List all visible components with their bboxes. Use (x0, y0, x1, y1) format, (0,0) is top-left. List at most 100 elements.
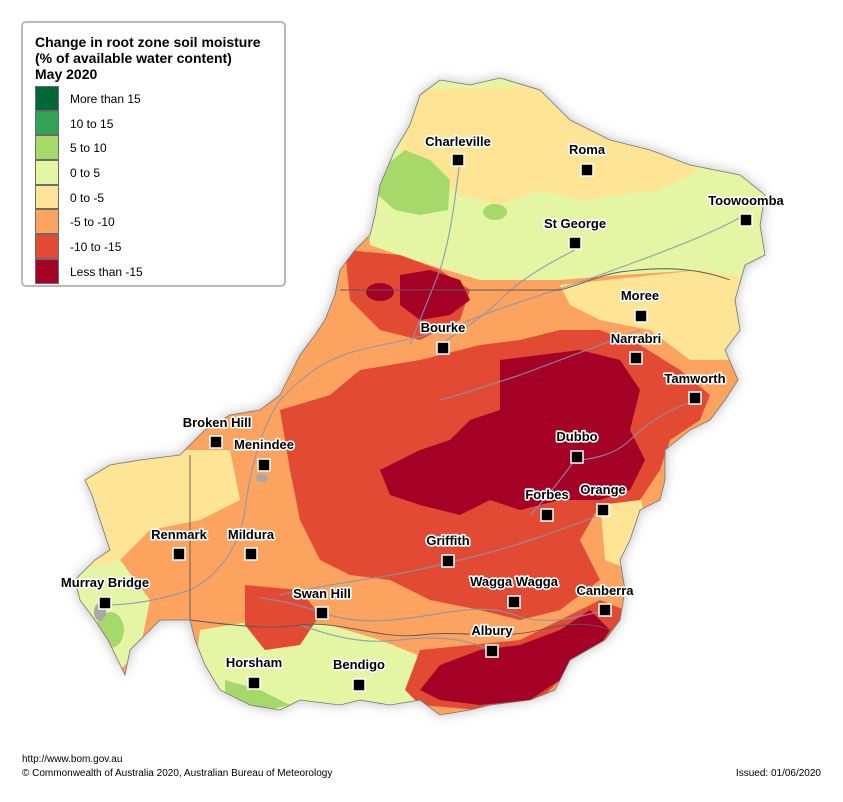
zone-less-than-minus15-albury (420, 610, 610, 705)
town-canberra: Canberra (575, 581, 636, 617)
town-marker (596, 503, 610, 517)
town-marker (629, 351, 643, 365)
footer-copyright: © Commonwealth of Australia 2020, Austra… (22, 768, 333, 779)
town-label: Swan Hill (293, 586, 351, 601)
town-marker (257, 458, 271, 472)
town-label: Bourke (421, 320, 466, 335)
legend-label: -10 to -15 (70, 240, 122, 255)
legend-label: 0 to 5 (70, 166, 101, 181)
town-label: Mildura (228, 527, 275, 542)
town-bourke: Bourke (419, 318, 467, 355)
legend-swatch (35, 258, 59, 284)
town-label: Charleville (425, 134, 491, 149)
town-orange: Orange (579, 480, 627, 517)
footer-url: http://www.bom.gov.au (22, 754, 123, 765)
town-moree: Moree (619, 286, 661, 323)
town-toowoomba: Toowoomba (707, 191, 786, 227)
town-marker (739, 213, 753, 227)
town-marker (568, 236, 582, 250)
town-label: Broken Hill (183, 415, 252, 430)
town-horsham: Horsham (224, 653, 284, 690)
legend-label: More than 15 (70, 92, 141, 106)
state-borders (189, 268, 731, 637)
town-label: Dubbo (556, 429, 597, 444)
town-tamworth: Tamworth (663, 369, 727, 405)
towns-layer: Charleville Roma Toowoomba St George Moree Bo… (59, 132, 786, 692)
town-marker (598, 603, 612, 617)
legend-swatch (35, 135, 59, 161)
town-griffith: Griffith (425, 531, 471, 568)
town-label: Griffith (426, 533, 469, 548)
zone-0-to-minus5-north (400, 85, 700, 205)
zone-less-than-minus15-bourke (400, 270, 470, 320)
town-dubbo: Dubbo (555, 427, 599, 464)
town-mildura: Mildura (226, 525, 276, 561)
legend-swatch (35, 209, 59, 235)
town-label: Toowoomba (708, 193, 784, 208)
legend-label: -5 to -10 (70, 215, 115, 230)
zone-minus10-to-minus15-southwest (245, 585, 320, 650)
town-swan-hill: Swan Hill (292, 584, 352, 620)
legend-label: 0 to -5 (70, 190, 105, 205)
town-label: Albury (471, 623, 513, 638)
town-marker (570, 450, 584, 464)
legend-swatch (35, 110, 59, 136)
town-label: Bendigo (333, 657, 385, 672)
town-renmark: Renmark (150, 525, 209, 561)
town-label: Canberra (576, 583, 634, 598)
town-marker (98, 596, 112, 610)
town-murray-bridge: Murray Bridge (59, 573, 151, 610)
zone-5-to-10-stgeorge (483, 204, 507, 220)
town-marker (580, 163, 594, 177)
town-label: Roma (569, 142, 606, 157)
zone-less-than-minus15-north (366, 283, 394, 301)
lake-menindee (256, 474, 268, 482)
town-menindee: Menindee (232, 435, 296, 472)
legend-swatch (35, 234, 59, 259)
town-label: Tamworth (664, 371, 725, 386)
town-wagga-wagga: Wagga Wagga (468, 572, 560, 609)
town-label: Orange (580, 482, 626, 497)
legend-label: 5 to 10 (70, 141, 107, 156)
town-albury: Albury (470, 621, 515, 658)
zone-0-to-minus5-east (560, 270, 760, 360)
town-roma: Roma (567, 140, 607, 177)
town-marker (315, 606, 329, 620)
legend-title-line-1: Change in root zone soil moisture (35, 34, 261, 50)
town-marker (436, 341, 450, 355)
legend-swatch (35, 86, 59, 111)
town-marker (485, 644, 499, 658)
rivers (104, 159, 746, 651)
legend-label: 10 to 15 (70, 116, 114, 131)
town-marker (451, 153, 465, 167)
town-marker (634, 309, 648, 323)
town-label: Narrabri (611, 331, 662, 346)
town-label: St George (544, 216, 606, 231)
legend-label: Less than -15 (70, 264, 143, 279)
town-label: Wagga Wagga (470, 574, 559, 589)
town-marker (540, 508, 554, 522)
basin-outline (74, 77, 766, 716)
town-marker (352, 678, 366, 692)
town-label: Murray Bridge (61, 575, 149, 590)
town-marker (247, 676, 261, 690)
legend-swatch (35, 160, 59, 185)
legend-title-line-3: May 2020 (35, 66, 98, 82)
town-narrabri: Narrabri (609, 329, 663, 365)
town-label: Moree (621, 288, 659, 303)
legend-swatch (35, 184, 59, 210)
town-marker (244, 547, 258, 561)
legend-title: Change in root zone soil moisture (% of … (35, 34, 285, 82)
town-marker (507, 595, 521, 609)
town-marker (209, 435, 223, 449)
town-forbes: Forbes (524, 485, 570, 522)
town-broken-hill: Broken Hill (181, 413, 253, 449)
footer-issued: Issued: 01/06/2020 (735, 768, 821, 779)
town-marker (688, 391, 702, 405)
legend-title-line-2: (% of available water content) (35, 50, 232, 66)
zone-5-to-10-charleville (378, 150, 450, 215)
town-bendigo: Bendigo (331, 655, 387, 692)
town-charleville: Charleville (424, 132, 492, 167)
zone-less-than-minus15-dubbo (380, 350, 645, 515)
